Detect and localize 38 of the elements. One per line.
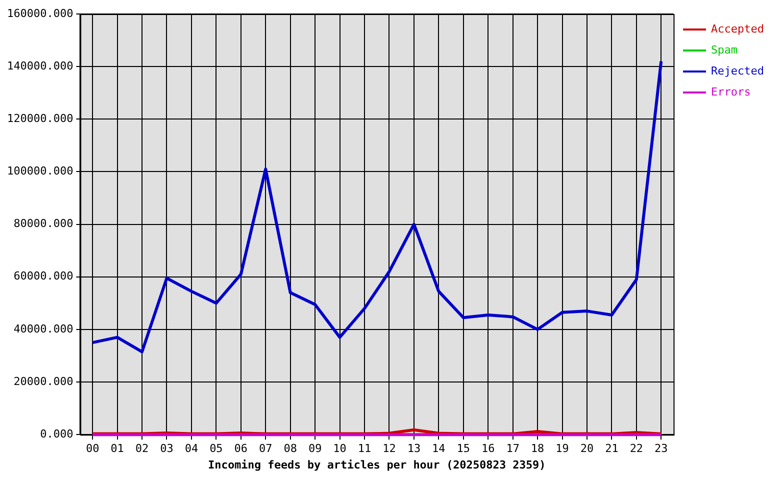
x-tick-label: 17 bbox=[506, 442, 520, 456]
legend-label: Accepted bbox=[711, 22, 764, 36]
y-tick-label: 140000.000 bbox=[6, 59, 74, 72]
x-tick-label: 18 bbox=[530, 442, 544, 456]
x-tick-label: 00 bbox=[86, 442, 100, 456]
y-tick-label: 60000.000 bbox=[14, 270, 74, 283]
x-tick-label: 14 bbox=[432, 442, 446, 456]
x-tick-label: 06 bbox=[234, 442, 248, 456]
x-tick-label: 02 bbox=[135, 442, 149, 456]
x-axis-title: Incoming feeds by articles per hour (20250823 2359) bbox=[208, 458, 546, 472]
x-tick-label: 21 bbox=[605, 442, 618, 456]
x-tick-label: 15 bbox=[456, 442, 470, 456]
x-tick-label: 10 bbox=[333, 442, 346, 456]
legend-label: Errors bbox=[711, 85, 751, 98]
x-tick-label: 23 bbox=[654, 442, 668, 456]
x-tick-label: 16 bbox=[481, 442, 495, 456]
x-tick-label: 07 bbox=[259, 442, 272, 456]
y-tick-label: 100000.000 bbox=[6, 164, 74, 178]
x-tick-label: 09 bbox=[308, 442, 322, 456]
x-tick-label: 01 bbox=[110, 442, 124, 456]
x-tick-label: 22 bbox=[630, 442, 644, 456]
x-tick-label: 12 bbox=[382, 442, 396, 456]
y-tick-label: 0.000 bbox=[40, 427, 74, 440]
legend-label: Spam bbox=[711, 43, 738, 56]
y-tick-label: 120000.000 bbox=[6, 112, 74, 126]
x-tick-label: 03 bbox=[160, 442, 174, 456]
y-tick-label: 20000.000 bbox=[14, 374, 74, 388]
x-tick-label: 13 bbox=[407, 442, 421, 456]
x-tick-label: 05 bbox=[210, 442, 223, 456]
y-tick-label: 40000.000 bbox=[14, 322, 74, 336]
x-tick-label: 08 bbox=[284, 442, 297, 456]
legend-label: Rejected bbox=[711, 64, 764, 78]
x-tick-label: 04 bbox=[184, 442, 198, 456]
y-tick-label: 160000.000 bbox=[6, 6, 74, 20]
x-tick-label: 20 bbox=[580, 442, 594, 456]
y-tick-label: 80000.000 bbox=[14, 217, 74, 230]
x-tick-label: 19 bbox=[556, 442, 569, 456]
x-tick-label: 11 bbox=[358, 442, 372, 456]
